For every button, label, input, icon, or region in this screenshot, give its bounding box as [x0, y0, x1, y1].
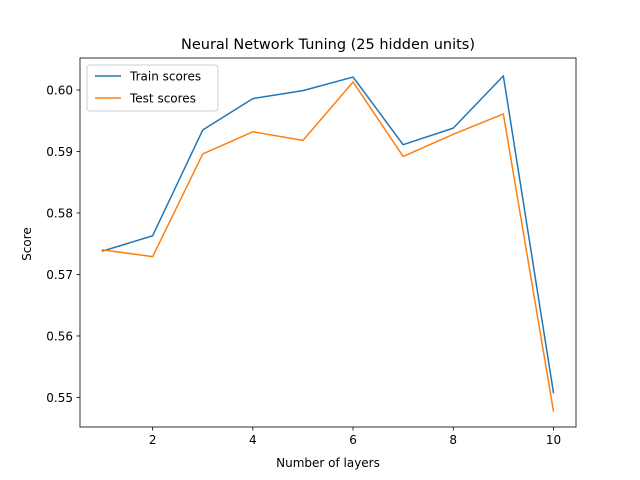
y-tick-label: 0.56	[46, 329, 73, 343]
x-axis-label: Number of layers	[276, 456, 380, 470]
x-tick-label: 6	[349, 433, 357, 447]
y-tick-label: 0.59	[46, 145, 73, 159]
y-tick-label: 0.58	[46, 206, 73, 220]
legend-label-train: Train scores	[129, 69, 201, 83]
x-tick-label: 8	[449, 433, 457, 447]
y-tick-label: 0.57	[46, 268, 73, 282]
legend-label-test: Test scores	[129, 91, 196, 105]
chart-title: Neural Network Tuning (25 hidden units)	[181, 37, 475, 53]
axes-frame	[79, 57, 577, 428]
series-line-train	[101, 75, 555, 394]
x-tick-label: 2	[149, 433, 157, 447]
y-axis-label: Score	[20, 227, 34, 261]
series-line-test	[101, 81, 555, 412]
x-tick-label: 10	[546, 433, 561, 447]
x-tick-label: 4	[249, 433, 257, 447]
y-axis: 0.55 0.56 0.57 0.58 0.59 0.60	[46, 83, 80, 405]
legend: Train scores Test scores	[86, 64, 219, 112]
plot-area	[79, 57, 577, 428]
y-tick-label: 0.55	[46, 391, 73, 405]
y-tick-label: 0.60	[46, 83, 73, 97]
x-axis: 2 4 6 8 10	[149, 427, 561, 447]
